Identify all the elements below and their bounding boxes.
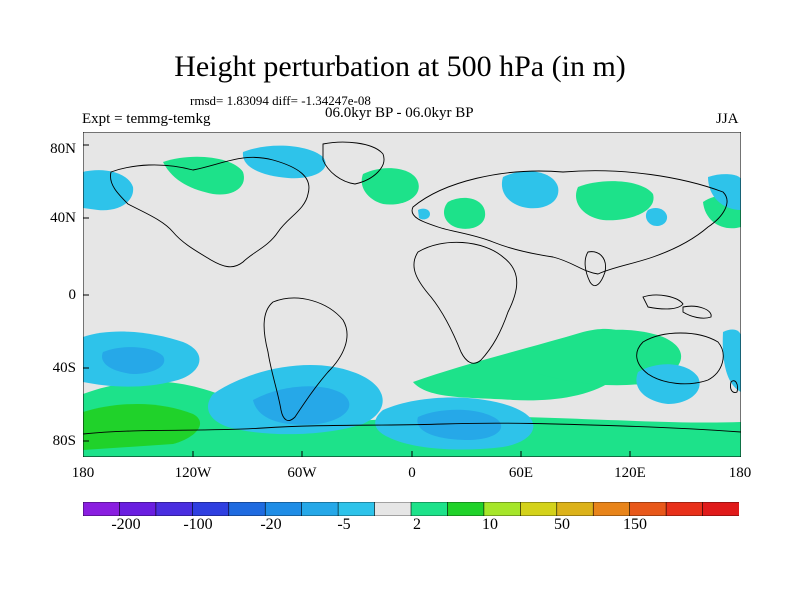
- contour-positive-southpacific-core: [83, 403, 201, 450]
- colorbar-swatch: [155, 501, 194, 517]
- colorbar: [82, 501, 740, 517]
- colorbar-label: -200: [111, 516, 141, 533]
- colorbar-swatch: [264, 501, 303, 517]
- colorbar-swatch: [556, 501, 595, 517]
- colorbar-label: 150: [623, 516, 647, 533]
- colorbar-swatch: [702, 501, 740, 517]
- colorbar-label: 50: [554, 516, 570, 533]
- lat-label-40s: 40S: [52, 360, 76, 376]
- contour-negative-southwest-pacific: [722, 329, 741, 392]
- colorbar-label: -20: [260, 516, 282, 533]
- contour-negative-arctic: [242, 145, 326, 179]
- contour-positive-northatlantic: [163, 156, 244, 195]
- lon-label-180e: 180: [728, 465, 752, 481]
- colorbar-label: 10: [482, 516, 498, 533]
- colorbar-swatches: [82, 501, 740, 517]
- colorbar-swatch: [301, 501, 339, 517]
- contour-negative-eastasia: [645, 208, 668, 226]
- contour-negative-southern-ocean-core: [417, 409, 502, 440]
- experiment-label: Expt = temmg-temkg: [82, 111, 211, 127]
- contour-negative-southatlantic-core: [253, 386, 350, 425]
- coastlines: [83, 141, 741, 435]
- colorbar-swatch: [592, 501, 631, 517]
- colorbar-swatch: [483, 501, 522, 517]
- contour-negative-south-indian: [636, 364, 700, 404]
- colorbar-swatch: [665, 501, 704, 517]
- colorbar-swatch: [374, 501, 412, 517]
- lat-label-80s: 80S: [52, 433, 76, 449]
- colorbar-swatch: [192, 501, 230, 517]
- lon-label-60e: 60E: [508, 465, 534, 481]
- contour-negative-north-pacific: [83, 170, 134, 211]
- lat-label-0: 0: [68, 287, 77, 303]
- colorbar-swatch: [520, 501, 558, 517]
- contour-negative-eurasia: [501, 171, 559, 209]
- colorbar-swatch: [629, 501, 667, 517]
- season-label: JJA: [716, 111, 739, 127]
- contour-positive-northatlantic2: [361, 168, 419, 205]
- contour-negative-north-pacific-e: [708, 174, 741, 210]
- lat-label-80n: 80N: [50, 141, 76, 157]
- stats-line: rmsd= 1.83094 diff= -1.34247e-08: [190, 93, 371, 108]
- lon-label-180w: 180: [71, 465, 95, 481]
- lon-label-120e: 120E: [614, 465, 646, 481]
- colorbar-swatch: [447, 501, 485, 517]
- lat-label-40n: 40N: [50, 210, 76, 226]
- world-map: [83, 132, 741, 457]
- period-label: 06.0kyr BP - 06.0kyr BP: [325, 105, 474, 121]
- lon-label-60w: 60W: [287, 465, 317, 481]
- lon-label-120w: 120W: [174, 465, 212, 481]
- colorbar-swatch: [119, 501, 157, 517]
- colorbar-label: -5: [337, 516, 351, 533]
- colorbar-label: 2: [413, 516, 421, 533]
- contour-negative-southpacific-core: [102, 347, 165, 374]
- lon-label-0: 0: [408, 465, 416, 481]
- colorbar-swatch: [337, 501, 376, 517]
- contour-positive-europe: [443, 197, 486, 229]
- chart-title: Height perturbation at 500 hPa (in m): [174, 50, 626, 83]
- colorbar-swatch: [410, 501, 449, 517]
- colorbar-swatch: [82, 501, 121, 517]
- colorbar-label: -100: [183, 516, 213, 533]
- contour-fills: [83, 145, 741, 457]
- colorbar-swatch: [228, 501, 267, 517]
- map-ticks: [83, 144, 631, 457]
- contour-negative-atl-small: [418, 208, 430, 220]
- contour-positive-asia: [575, 181, 654, 221]
